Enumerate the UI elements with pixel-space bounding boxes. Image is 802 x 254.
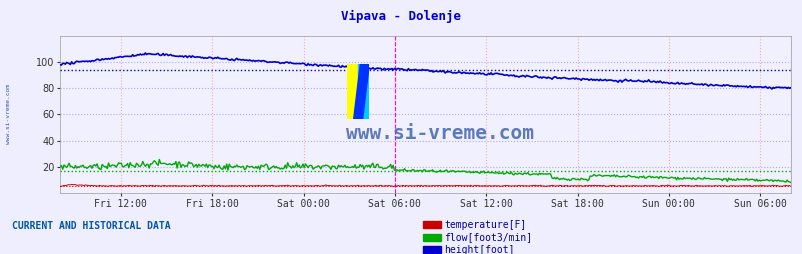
Text: temperature[F]: temperature[F] [444, 219, 525, 230]
Text: www.si-vreme.com: www.si-vreme.com [346, 124, 533, 143]
Bar [358, 64, 369, 119]
Bar [346, 64, 358, 119]
Text: flow[foot3/min]: flow[foot3/min] [444, 232, 532, 242]
Text: Vipava - Dolenje: Vipava - Dolenje [341, 10, 461, 23]
Polygon shape [353, 64, 369, 119]
Text: CURRENT AND HISTORICAL DATA: CURRENT AND HISTORICAL DATA [12, 221, 171, 231]
Text: height[foot]: height[foot] [444, 245, 514, 254]
Text: www.si-vreme.com: www.si-vreme.com [6, 84, 11, 144]
